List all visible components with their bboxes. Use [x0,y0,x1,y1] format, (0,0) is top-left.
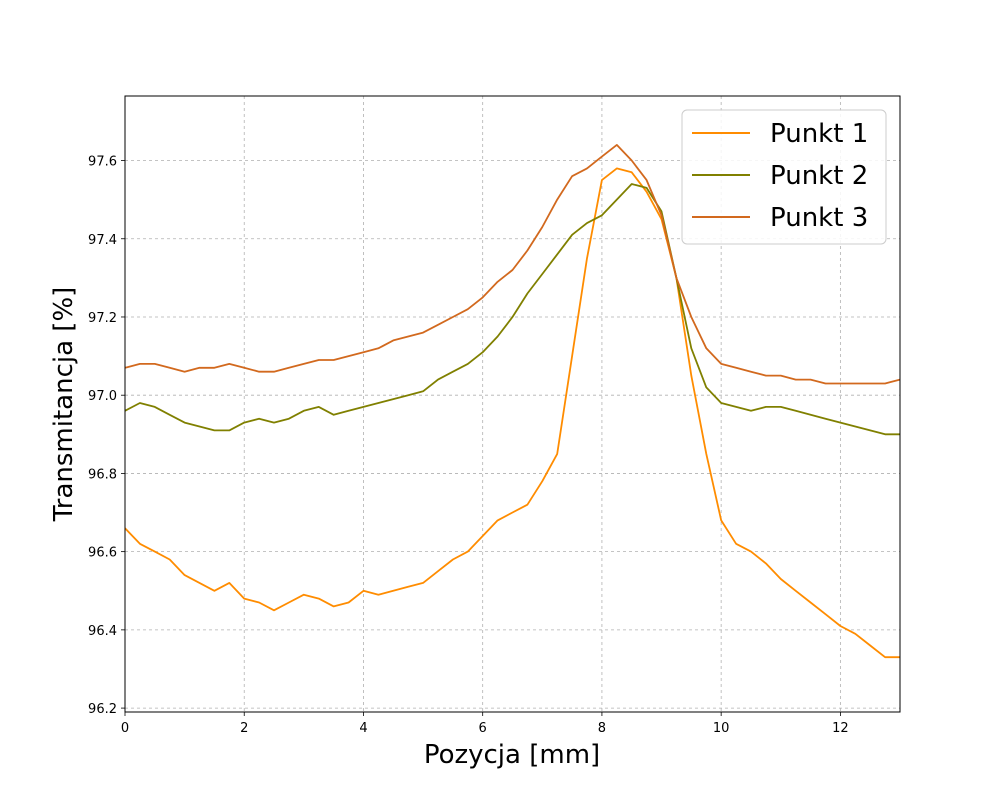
legend-label: Punkt 1 [770,119,868,149]
y-tick-label: 96.6 [88,546,117,561]
series-layer [125,143,900,659]
y-tick-label: 96.8 [88,467,117,482]
series-line-2 [125,183,900,436]
y-tick-label: 97.4 [88,233,117,248]
x-tick-label: 4 [359,721,367,736]
x-tick-label: 2 [240,721,248,736]
legend-label: Punkt 3 [770,203,868,233]
y-axis-label: Transmitancja [%] [49,287,79,523]
y-tick-label: 96.2 [88,702,117,717]
legend: Punkt 1 Punkt 2 Punkt 3 [681,109,887,245]
y-axis: 96.2 96.4 96.6 96.8 97.0 97.2 97.4 97.6 [88,155,125,717]
series-line-3 [125,143,900,385]
x-axis: 0 2 4 6 8 10 12 [121,712,849,736]
y-tick-label: 97.6 [88,155,117,170]
y-tick-label: 97.0 [88,389,117,404]
y-tick-label: 96.4 [88,624,117,639]
series-line-1 [125,167,900,659]
x-tick-label: 6 [479,721,487,736]
y-tick-label: 97.2 [88,311,117,326]
x-tick-label: 10 [713,721,730,736]
x-tick-label: 8 [598,721,606,736]
x-axis-label: Pozycja [mm] [424,740,600,770]
legend-label: Punkt 2 [770,161,868,191]
legend-box [681,109,887,245]
plot-frame [124,95,901,713]
x-tick-label: 12 [832,721,849,736]
x-tick-label: 0 [121,721,129,736]
